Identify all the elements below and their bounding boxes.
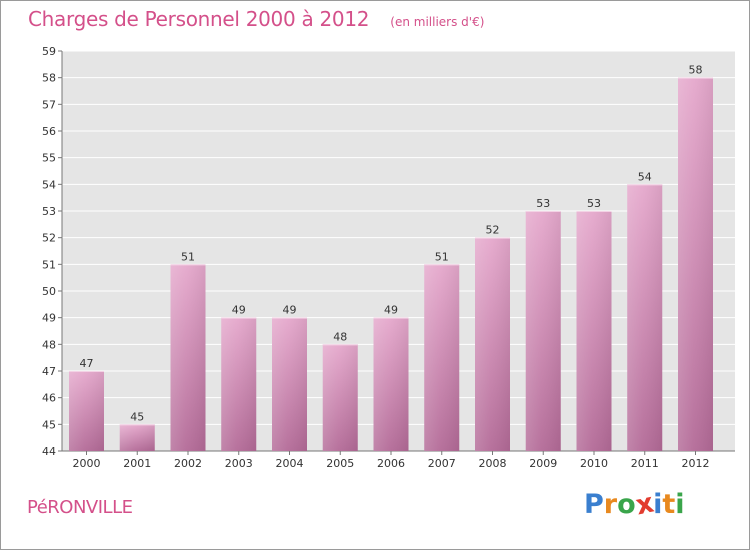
- y-tick-label: 54: [42, 178, 56, 191]
- bar-shine-2002: [170, 264, 206, 451]
- chart-header: Charges de Personnel 2000 à 2012 (en mil…: [28, 7, 484, 31]
- x-tick-label-2011: 2011: [631, 457, 659, 470]
- x-tick-label-2002: 2002: [174, 457, 202, 470]
- y-tick-label: 46: [42, 392, 56, 405]
- y-tick-label: 52: [42, 232, 56, 245]
- bar-shine-2009: [525, 211, 561, 451]
- bar-shine-2008: [475, 237, 510, 451]
- bar-shine-2012: [678, 77, 713, 452]
- y-tick-label: 58: [42, 72, 56, 85]
- x-tick-label-2008: 2008: [479, 457, 507, 470]
- bar-shine-2005: [322, 344, 358, 451]
- value-label-2002: 51: [181, 250, 195, 263]
- x-tick-label-2001: 2001: [123, 457, 151, 470]
- y-tick-label: 45: [42, 418, 56, 431]
- proxiti-logo: Proxiti: [584, 488, 685, 522]
- value-label-2000: 47: [80, 357, 94, 370]
- y-tick-label: 57: [42, 98, 56, 111]
- x-tick-label-2005: 2005: [326, 457, 354, 470]
- bar-shine-2006: [373, 317, 409, 451]
- value-label-2011: 54: [638, 170, 652, 183]
- logo-letter: o: [617, 489, 636, 520]
- logo-letter: P: [584, 489, 604, 520]
- value-label-2010: 53: [587, 197, 601, 210]
- y-tick-label: 51: [42, 258, 56, 271]
- logo-letter: t: [662, 489, 676, 520]
- value-label-2006: 49: [384, 304, 398, 317]
- y-tick-label: 56: [42, 125, 56, 138]
- x-tick-label-2003: 2003: [225, 457, 253, 470]
- y-tick-label: 50: [42, 285, 56, 298]
- y-tick-label: 53: [42, 205, 56, 218]
- town-name: PéRONVILLE: [27, 497, 133, 518]
- bar-shine-2010: [576, 211, 612, 451]
- y-tick-label: 49: [42, 312, 56, 325]
- x-tick-label-2006: 2006: [377, 457, 405, 470]
- logo-letter: i: [675, 489, 685, 520]
- value-label-2009: 53: [536, 197, 550, 210]
- value-label-2008: 52: [486, 224, 500, 237]
- logo-letter: r: [603, 489, 618, 520]
- y-tick-label: 59: [42, 45, 56, 58]
- chart-subtitle: (en milliers d'€): [390, 15, 485, 29]
- bar-shine-2001: [119, 424, 155, 451]
- bars: [69, 77, 713, 452]
- value-label-2007: 51: [435, 250, 449, 263]
- x-tick-label-2000: 2000: [73, 457, 101, 470]
- y-tick-label: 48: [42, 338, 56, 351]
- x-tick-label-2009: 2009: [529, 457, 557, 470]
- y-tick-label: 47: [42, 365, 56, 378]
- y-tick-label: 44: [42, 445, 56, 458]
- chart-title: Charges de Personnel 2000 à 2012: [28, 7, 370, 31]
- x-tick-label-2004: 2004: [276, 457, 304, 470]
- value-label-2005: 48: [333, 330, 347, 343]
- bar-shine-2004: [272, 317, 307, 451]
- bar-shine-2011: [627, 184, 663, 452]
- bar-shine-2000: [69, 371, 104, 451]
- bar-shine-2003: [221, 317, 257, 451]
- value-label-2003: 49: [232, 304, 246, 317]
- value-label-2004: 49: [283, 304, 297, 317]
- x-tick-label-2010: 2010: [580, 457, 608, 470]
- logo-letter: i: [653, 489, 663, 520]
- x-tick-label-2007: 2007: [428, 457, 456, 470]
- labels: 44 45 46 47 48 49 50 51 52 53 54 55 56 57 58 59 47 2000 45…: [42, 45, 710, 470]
- x-tick-label-2012: 2012: [682, 457, 710, 470]
- value-label-2012: 58: [689, 64, 703, 77]
- bar-shine-2007: [424, 264, 460, 451]
- value-label-2001: 45: [130, 410, 144, 423]
- y-tick-label: 55: [42, 152, 56, 165]
